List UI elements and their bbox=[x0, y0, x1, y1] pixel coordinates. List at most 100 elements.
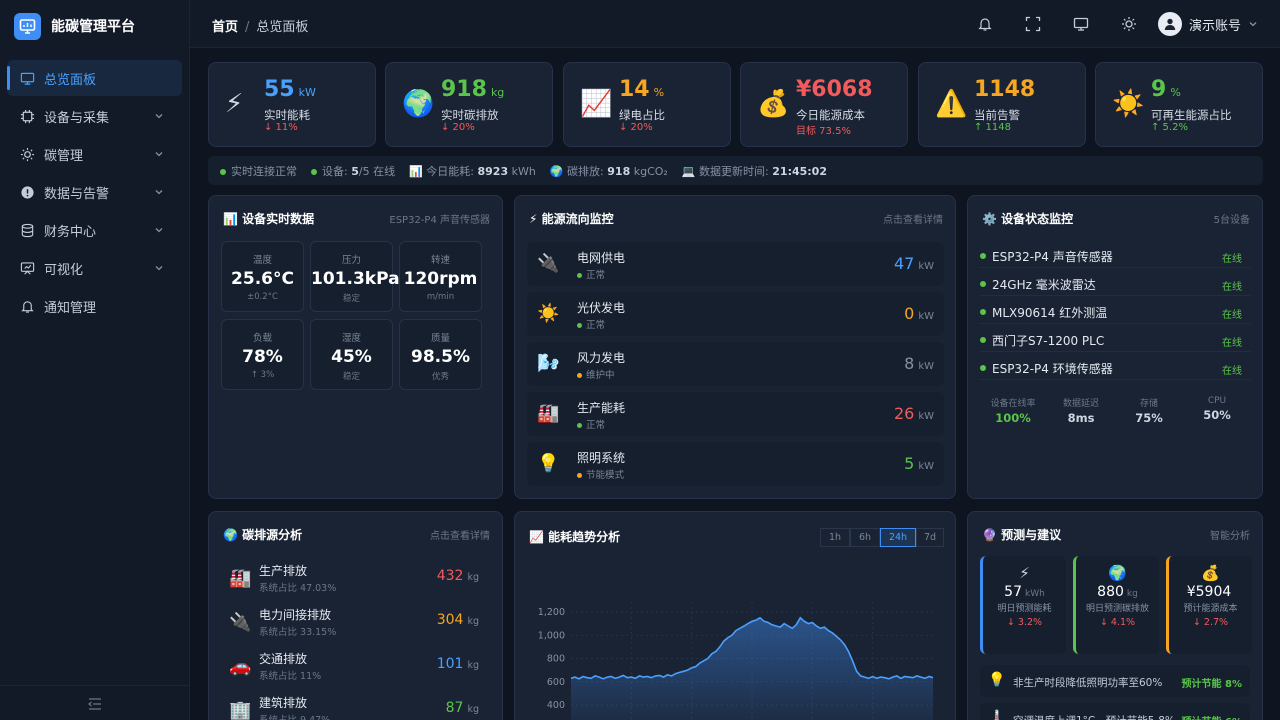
sensor-card[interactable]: 温度 25.6°C ±0.2°C bbox=[221, 241, 304, 312]
sidebar-item-data-alerts[interactable]: 数据与告警 bbox=[7, 174, 182, 210]
sidebar-nav: 总览面板 设备与采集 碳管理 数据与告警 财务中心 可视化 bbox=[0, 52, 189, 334]
avatar bbox=[1158, 12, 1182, 36]
sensor-label: 温度 bbox=[252, 255, 272, 266]
bell-icon[interactable] bbox=[977, 16, 993, 32]
fullscreen-icon[interactable] bbox=[1025, 16, 1041, 32]
stat-card[interactable]: ☀️ 9% 可再生能源占比 ↑ 5.2% bbox=[1095, 62, 1263, 147]
y-tick-label: 400 bbox=[547, 700, 565, 711]
prediction-card[interactable]: 💰 ¥5904 预计能源成本 ↓ 2.7% bbox=[1166, 556, 1252, 654]
prediction-label: 明日预测能耗 bbox=[997, 604, 1052, 614]
y-tick-label: 1,200 bbox=[538, 607, 565, 618]
suggestion-item[interactable]: 💡 非生产时段降低照明功率至60% 预计节能 8% bbox=[980, 665, 1250, 697]
sensor-label: 负载 bbox=[252, 333, 272, 344]
stat-label: 今日能源成本 bbox=[796, 108, 865, 122]
flow-name: 电网供电 bbox=[577, 251, 626, 265]
carbon-value: 87 kg bbox=[445, 700, 479, 716]
sidebar-item-finance[interactable]: 财务中心 bbox=[7, 212, 182, 248]
carbon-value: 304 kg bbox=[436, 612, 479, 628]
gear-icon: ⚙️ bbox=[982, 212, 997, 226]
sensor-card[interactable]: 转速 120rpm m/min bbox=[399, 241, 482, 312]
device-name: ESP32-P4 声音传感器 bbox=[992, 250, 1113, 264]
flow-icon: 💡 bbox=[537, 453, 560, 474]
stat-card[interactable]: 🌍 918 kg 实时碳排放 ↓ 20% bbox=[385, 62, 553, 147]
prediction-change: ↓ 4.1% bbox=[1099, 617, 1136, 628]
sidebar-item-carbon[interactable]: 碳管理 bbox=[7, 136, 182, 172]
kpi-label: 数据延迟 bbox=[1062, 399, 1099, 409]
sensor-card[interactable]: 压力 101.3kPa 稳定 bbox=[310, 241, 400, 312]
suggestion-item[interactable]: 🌡️ 空调温度上调1°C，预计节能5-8% 预计节能 6% bbox=[980, 703, 1250, 720]
panel-hint[interactable]: 点击查看详情 bbox=[883, 215, 943, 226]
sensor-card[interactable]: 质量 98.5% 优秀 bbox=[399, 319, 482, 390]
menu-fold-icon bbox=[88, 698, 101, 710]
range-tab-1h[interactable]: 1h bbox=[820, 528, 850, 547]
carbon-name: 电力间接排放 bbox=[259, 608, 332, 622]
energy-trend-chart: 1,200 1,000 800 600 400 bbox=[538, 602, 934, 720]
device-row[interactable]: ESP32-P4 环境传感器 在线 bbox=[980, 356, 1250, 380]
device-row[interactable]: 西门子S7-1200 PLC 在线 bbox=[980, 328, 1250, 352]
suggestion-icon: 🌡️ bbox=[988, 710, 1006, 720]
kpi-label: CPU bbox=[1207, 396, 1227, 406]
flow-value: 0 kW bbox=[904, 304, 934, 323]
flow-item[interactable]: 💡 照明系统 节能模式 5 kW bbox=[527, 442, 944, 486]
user-menu[interactable]: 演示账号 bbox=[1158, 12, 1258, 36]
device-kpi: CPU 50% bbox=[1182, 396, 1252, 422]
carbon-item[interactable]: 🔌 电力间接排放 系统占比 33.15% 304 kg bbox=[221, 602, 491, 642]
carbon-item[interactable]: 🏭 生产排放 系统占比 47.03% 432 kg bbox=[221, 558, 491, 598]
range-tab-24h[interactable]: 24h bbox=[880, 528, 916, 547]
sidebar: 能碳管理平台 总览面板 设备与采集 碳管理 数据与告警 财务中心 bbox=[0, 0, 190, 720]
sensor-card[interactable]: 湿度 45% 稳定 bbox=[310, 319, 393, 390]
breadcrumb: 首页 / 总览面板 bbox=[212, 16, 308, 35]
stat-card[interactable]: ⚡ 55 kW 实时能耗 ↓ 11% bbox=[208, 62, 376, 147]
topbar: 首页 / 总览面板 演示账号 bbox=[190, 0, 1280, 48]
sidebar-item-notifications[interactable]: 通知管理 bbox=[7, 288, 182, 324]
bar-chart-icon: 📊 bbox=[409, 164, 423, 178]
prediction-value: 57 kWh bbox=[1004, 584, 1045, 600]
panel-hint[interactable]: 点击查看详情 bbox=[430, 531, 490, 542]
flow-status: 维护中 bbox=[577, 367, 615, 381]
carbon-value: 101 kg bbox=[436, 656, 479, 672]
device-row[interactable]: ESP32-P4 声音传感器 在线 bbox=[980, 244, 1250, 268]
screen-icon[interactable] bbox=[1073, 16, 1089, 32]
energy-flow-panel: ⚡ 能源流向监控 点击查看详情 🔌 电网供电 正常 47 kW ☀️ 光伏发电 正… bbox=[514, 195, 956, 499]
flow-item[interactable]: 🏭 生产能耗 正常 26 kW bbox=[527, 392, 944, 436]
prediction-icon: 💰 bbox=[1201, 564, 1220, 582]
flow-item[interactable]: 🔌 电网供电 正常 47 kW bbox=[527, 242, 944, 286]
flow-item[interactable]: ☀️ 光伏发电 正常 0 kW bbox=[527, 292, 944, 336]
sensor-value: 25.6°C bbox=[231, 269, 294, 289]
stat-change: ↑ 1148 bbox=[974, 122, 1012, 133]
collapse-sidebar-button[interactable] bbox=[0, 685, 190, 710]
stat-icon: 📈 bbox=[580, 89, 613, 119]
user-icon bbox=[1164, 18, 1176, 30]
logo[interactable]: 能碳管理平台 bbox=[0, 0, 189, 52]
sidebar-item-devices[interactable]: 设备与采集 bbox=[7, 98, 182, 134]
sensor-card[interactable]: 负载 78% ↑ 3% bbox=[221, 319, 304, 390]
stat-card[interactable]: 📈 14% 绿电占比 ↓ 20% bbox=[563, 62, 731, 147]
theme-sun-icon[interactable] bbox=[1121, 16, 1137, 32]
suggestion-text: 空调温度上调1°C，预计节能5-8% bbox=[1013, 713, 1175, 720]
flow-icon: 🏭 bbox=[537, 403, 560, 424]
range-tab-6h[interactable]: 6h bbox=[850, 528, 880, 547]
flow-icon: 🔌 bbox=[537, 253, 560, 274]
breadcrumb-home[interactable]: 首页 bbox=[212, 20, 239, 35]
flow-value: 47 kW bbox=[893, 254, 934, 273]
device-row[interactable]: 24GHz 毫米波雷达 在线 bbox=[980, 272, 1250, 296]
prediction-card[interactable]: ⚡ 57 kWh 明日预测能耗 ↓ 3.2% bbox=[980, 556, 1066, 654]
sidebar-item-overview[interactable]: 总览面板 bbox=[7, 60, 182, 96]
flow-item[interactable]: 🌬️ 风力发电 维护中 8 kW bbox=[527, 342, 944, 386]
stat-card[interactable]: ⚠️ 1148 当前告警 ↑ 1148 bbox=[918, 62, 1086, 147]
carbon-item[interactable]: 🚗 交通排放 系统占比 11% 101 kg bbox=[221, 646, 491, 686]
energy-status: 📊 今日能耗: 8923 kWh bbox=[409, 164, 536, 178]
stat-label: 可再生能源占比 bbox=[1151, 108, 1232, 122]
range-tab-7d[interactable]: 7d bbox=[916, 528, 944, 547]
device-row[interactable]: MLX90614 红外测温 在线 bbox=[980, 300, 1250, 324]
prediction-card[interactable]: 🌍 880 kg 明日预测碳排放 ↓ 4.1% bbox=[1073, 556, 1159, 654]
sensor-sub: 优秀 bbox=[431, 372, 449, 382]
stat-card[interactable]: 💰 ¥6068 今日能源成本 目标 73.5% bbox=[740, 62, 908, 147]
sensor-label: 湿度 bbox=[341, 333, 361, 344]
sidebar-item-visualization[interactable]: 可视化 bbox=[7, 250, 182, 286]
stat-icon: 🌍 bbox=[402, 89, 435, 119]
kpi-value: 100% bbox=[995, 411, 1031, 425]
user-name: 演示账号 bbox=[1189, 18, 1242, 34]
sidebar-item-label: 设备与采集 bbox=[44, 110, 110, 126]
